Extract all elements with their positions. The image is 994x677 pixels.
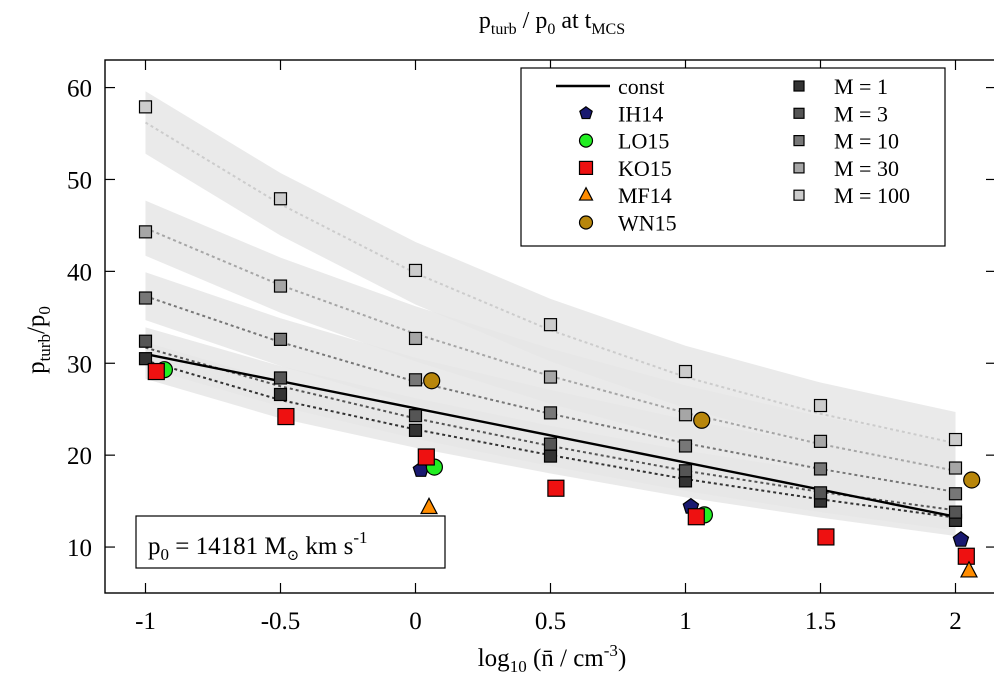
point-m-30 [408, 331, 423, 346]
legend-box [520, 67, 946, 247]
point-ih14 [952, 530, 970, 547]
point-m-3 [543, 437, 558, 451]
legend-label-wn15: WN15 [618, 211, 677, 236]
point-m-100 [678, 364, 693, 379]
legend-label-m-1: M = 1 [834, 74, 888, 99]
point-ko15 [147, 362, 165, 381]
point-ko15 [957, 547, 975, 565]
point-m-1 [543, 449, 558, 463]
legend-marker-m-10 [793, 135, 805, 147]
point-m-30 [813, 434, 828, 448]
point-m-3 [138, 334, 153, 348]
point-m-1 [273, 387, 288, 402]
legend-label-ih14: IH14 [618, 101, 663, 126]
point-m-100 [138, 100, 153, 114]
legend-label-mf14: MF14 [618, 183, 672, 208]
y-tick-label: 10 [67, 535, 92, 562]
point-ko15 [687, 508, 705, 526]
point-wn15 [963, 471, 981, 489]
x-axis-label: log10 (n̄ / cm-3) [478, 641, 627, 676]
x-tick-label: 0 [409, 608, 422, 635]
legend-marker-lo15 [578, 133, 594, 148]
chart-title: pturb / p0 at tMCS [479, 8, 625, 38]
x-tick-label: -0.5 [261, 608, 301, 635]
y-tick-label: 30 [67, 351, 92, 378]
legend-marker-m-30 [793, 162, 805, 174]
point-wn15 [693, 411, 711, 429]
point-m-30 [948, 461, 963, 475]
legend-marker-mf14 [578, 186, 594, 201]
point-m-100 [273, 192, 288, 206]
x-tick-label: 1.5 [805, 608, 836, 635]
x-tick-label: 0.5 [535, 608, 566, 635]
y-tick-label: 20 [67, 443, 92, 470]
literature-points [147, 361, 981, 578]
point-wn15 [423, 372, 441, 390]
x-tick-label: 1 [679, 608, 692, 635]
point-m-10 [543, 406, 558, 420]
legend-marker-m-1 [793, 80, 805, 92]
legend-label-m-100: M = 100 [834, 183, 910, 208]
point-mf14 [960, 560, 978, 578]
point-ko15 [547, 479, 565, 497]
point-m-3 [408, 409, 423, 423]
point-m-100 [408, 263, 423, 278]
axis-ticks: -1 -0.5 0 0.5 1 1.5 2 10 20 30 40 50 60 [67, 60, 994, 635]
legend-label-ko15: KO15 [618, 156, 672, 181]
point-m-3 [678, 464, 693, 478]
legend-marker-ih14 [579, 106, 593, 120]
point-m-30 [543, 370, 558, 384]
band-m-100 [145, 91, 956, 475]
x-tick-label: -1 [135, 608, 156, 635]
legend-marker-ko15 [578, 160, 594, 175]
point-m-100 [813, 398, 828, 413]
legend-marker-m-100 [793, 189, 805, 201]
point-m-30 [273, 279, 288, 293]
point-m-100 [543, 318, 558, 332]
point-m-10 [948, 487, 963, 501]
model-points [138, 100, 963, 528]
point-m-3 [813, 486, 828, 500]
legend-marker-m-3 [793, 107, 805, 119]
point-m-10 [408, 373, 423, 387]
legend-label-lo15: LO15 [618, 129, 669, 154]
point-mf14 [420, 497, 438, 515]
point-m-3 [273, 371, 288, 385]
point-m-30 [138, 225, 153, 239]
point-m-10 [138, 291, 153, 305]
point-m-10 [273, 332, 288, 346]
point-m-1 [408, 423, 423, 437]
legend-label-const: const [618, 74, 664, 99]
point-ko15 [277, 407, 295, 426]
point-m-10 [813, 462, 828, 476]
p0-annotation: p0 = 14181 M⊙ km s-1 [135, 515, 446, 569]
y-tick-label: 40 [67, 259, 92, 286]
point-ko15 [417, 448, 435, 466]
annotation-text: p0 = 14181 M⊙ km s-1 [148, 528, 368, 564]
point-m-3 [948, 505, 963, 519]
legend-label-m-30: M = 30 [834, 156, 899, 181]
y-axis-label: pturb/p0 [23, 306, 54, 374]
annotation-box [135, 515, 446, 569]
point-m-10 [678, 439, 693, 453]
point-m-30 [678, 408, 693, 422]
legend-label-m-3: M = 3 [834, 101, 888, 126]
legend-marker-wn15 [578, 215, 594, 230]
y-tick-label: 50 [67, 167, 92, 194]
point-m-100 [948, 432, 963, 447]
y-tick-label: 60 [67, 76, 92, 103]
legend-label-m-10: M = 10 [834, 129, 899, 154]
point-m-1 [138, 352, 153, 366]
x-tick-label: 2 [949, 608, 962, 635]
point-ko15 [817, 528, 835, 546]
